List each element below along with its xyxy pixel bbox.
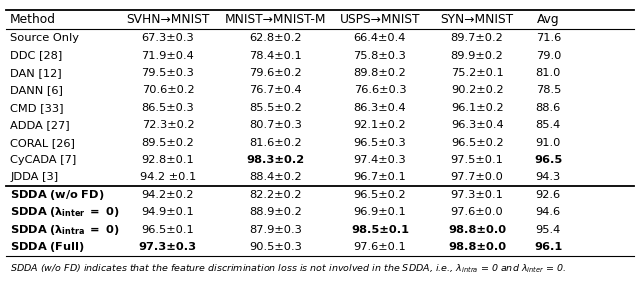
Text: 96.5: 96.5 xyxy=(534,155,563,165)
Text: SYN→MNIST: SYN→MNIST xyxy=(440,13,514,26)
Text: 79.5±0.3: 79.5±0.3 xyxy=(141,68,195,78)
Text: CyCADA [7]: CyCADA [7] xyxy=(10,155,77,165)
Text: CORAL [26]: CORAL [26] xyxy=(10,138,75,148)
Text: CMD [33]: CMD [33] xyxy=(10,103,64,113)
Text: 78.5: 78.5 xyxy=(536,85,561,95)
Text: MNIST→MNIST-M: MNIST→MNIST-M xyxy=(225,13,326,26)
Text: 92.8±0.1: 92.8±0.1 xyxy=(141,155,195,165)
Text: 86.5±0.3: 86.5±0.3 xyxy=(141,103,195,113)
Text: 94.3: 94.3 xyxy=(536,173,561,183)
Text: Source Only: Source Only xyxy=(10,33,79,43)
Text: 86.3±0.4: 86.3±0.4 xyxy=(353,103,406,113)
Text: 98.5±0.1: 98.5±0.1 xyxy=(351,225,409,235)
Text: 87.9±0.3: 87.9±0.3 xyxy=(249,225,302,235)
Text: 98.3±0.2: 98.3±0.2 xyxy=(246,155,305,165)
Text: 81.0: 81.0 xyxy=(536,68,561,78)
Text: 96.5±0.1: 96.5±0.1 xyxy=(141,225,195,235)
Text: 91.0: 91.0 xyxy=(536,138,561,148)
Text: Method: Method xyxy=(10,13,56,26)
Text: 70.6±0.2: 70.6±0.2 xyxy=(141,85,194,95)
Text: 96.3±0.4: 96.3±0.4 xyxy=(451,120,504,130)
Text: 76.7±0.4: 76.7±0.4 xyxy=(249,85,302,95)
Text: 97.4±0.3: 97.4±0.3 xyxy=(353,155,406,165)
Text: 89.7±0.2: 89.7±0.2 xyxy=(451,33,504,43)
Text: 71.9±0.4: 71.9±0.4 xyxy=(141,51,195,61)
Text: 75.8±0.3: 75.8±0.3 xyxy=(353,51,406,61)
Text: 98.8±0.0: 98.8±0.0 xyxy=(448,225,506,235)
Text: USPS→MNIST: USPS→MNIST xyxy=(340,13,420,26)
Text: 97.7±0.0: 97.7±0.0 xyxy=(451,173,504,183)
Text: 89.8±0.2: 89.8±0.2 xyxy=(353,68,406,78)
Text: SVHN→MNIST: SVHN→MNIST xyxy=(126,13,209,26)
Text: 97.6±0.1: 97.6±0.1 xyxy=(353,242,406,252)
Text: Avg: Avg xyxy=(537,13,559,26)
Text: 94.6: 94.6 xyxy=(536,207,561,217)
Text: 66.4±0.4: 66.4±0.4 xyxy=(354,33,406,43)
Text: $\mathbf{SDDA}$ $\mathbf{(\lambda_{intra}\ =\ 0)}$: $\mathbf{SDDA}$ $\mathbf{(\lambda_{intra… xyxy=(10,223,120,237)
Text: 94.2 ±0.1: 94.2 ±0.1 xyxy=(140,173,196,183)
Text: $\mathbf{SDDA}$ $\mathbf{(Full)}$: $\mathbf{SDDA}$ $\mathbf{(Full)}$ xyxy=(10,240,85,254)
Text: 97.3±0.3: 97.3±0.3 xyxy=(139,242,197,252)
Text: DDC [28]: DDC [28] xyxy=(10,51,63,61)
Text: 79.6±0.2: 79.6±0.2 xyxy=(249,68,302,78)
Text: DANN [6]: DANN [6] xyxy=(10,85,63,95)
Text: 96.1±0.2: 96.1±0.2 xyxy=(451,103,504,113)
Text: 92.6: 92.6 xyxy=(536,190,561,200)
Text: 78.4±0.1: 78.4±0.1 xyxy=(249,51,302,61)
Text: 82.2±0.2: 82.2±0.2 xyxy=(249,190,301,200)
Text: 76.6±0.3: 76.6±0.3 xyxy=(353,85,406,95)
Text: 88.4±0.2: 88.4±0.2 xyxy=(249,173,302,183)
Text: 94.2±0.2: 94.2±0.2 xyxy=(141,190,194,200)
Text: 88.6: 88.6 xyxy=(536,103,561,113)
Text: 97.3±0.1: 97.3±0.1 xyxy=(451,190,504,200)
Text: $\mathbf{SDDA}$ $\mathbf{(\lambda_{inter}\ =\ 0)}$: $\mathbf{SDDA}$ $\mathbf{(\lambda_{inter… xyxy=(10,205,120,219)
Text: 67.3±0.3: 67.3±0.3 xyxy=(141,33,195,43)
Text: JDDA [3]: JDDA [3] xyxy=(10,173,58,183)
Text: DAN [12]: DAN [12] xyxy=(10,68,62,78)
Text: 96.9±0.1: 96.9±0.1 xyxy=(353,207,406,217)
Text: 75.2±0.1: 75.2±0.1 xyxy=(451,68,504,78)
Text: 97.5±0.1: 97.5±0.1 xyxy=(451,155,504,165)
Text: 94.9±0.1: 94.9±0.1 xyxy=(141,207,195,217)
Text: 62.8±0.2: 62.8±0.2 xyxy=(249,33,301,43)
Text: 71.6: 71.6 xyxy=(536,33,561,43)
Text: 85.4: 85.4 xyxy=(536,120,561,130)
Text: 96.5±0.3: 96.5±0.3 xyxy=(353,138,406,148)
Text: 97.6±0.0: 97.6±0.0 xyxy=(451,207,504,217)
Text: 88.9±0.2: 88.9±0.2 xyxy=(249,207,302,217)
Text: 92.1±0.2: 92.1±0.2 xyxy=(353,120,406,130)
Text: 72.3±0.2: 72.3±0.2 xyxy=(141,120,194,130)
Text: 81.6±0.2: 81.6±0.2 xyxy=(249,138,302,148)
Text: 85.5±0.2: 85.5±0.2 xyxy=(249,103,302,113)
Text: 96.1: 96.1 xyxy=(534,242,563,252)
Text: 80.7±0.3: 80.7±0.3 xyxy=(249,120,302,130)
Text: 96.5±0.2: 96.5±0.2 xyxy=(451,138,504,148)
Text: 96.7±0.1: 96.7±0.1 xyxy=(353,173,406,183)
Text: 79.0: 79.0 xyxy=(536,51,561,61)
Text: ADDA [27]: ADDA [27] xyxy=(10,120,70,130)
Text: SDDA (w/o FD) indicates that the feature discrimination loss is not involved in : SDDA (w/o FD) indicates that the feature… xyxy=(10,263,566,275)
Text: 96.5±0.2: 96.5±0.2 xyxy=(353,190,406,200)
Text: 98.8±0.0: 98.8±0.0 xyxy=(448,242,506,252)
Text: 89.9±0.2: 89.9±0.2 xyxy=(451,51,504,61)
Text: 95.4: 95.4 xyxy=(536,225,561,235)
Text: 90.5±0.3: 90.5±0.3 xyxy=(249,242,302,252)
Text: 89.5±0.2: 89.5±0.2 xyxy=(141,138,195,148)
Text: $\mathbf{SDDA}$ $\mathbf{(w/o\ FD)}$: $\mathbf{SDDA}$ $\mathbf{(w/o\ FD)}$ xyxy=(10,188,104,202)
Text: 90.2±0.2: 90.2±0.2 xyxy=(451,85,504,95)
